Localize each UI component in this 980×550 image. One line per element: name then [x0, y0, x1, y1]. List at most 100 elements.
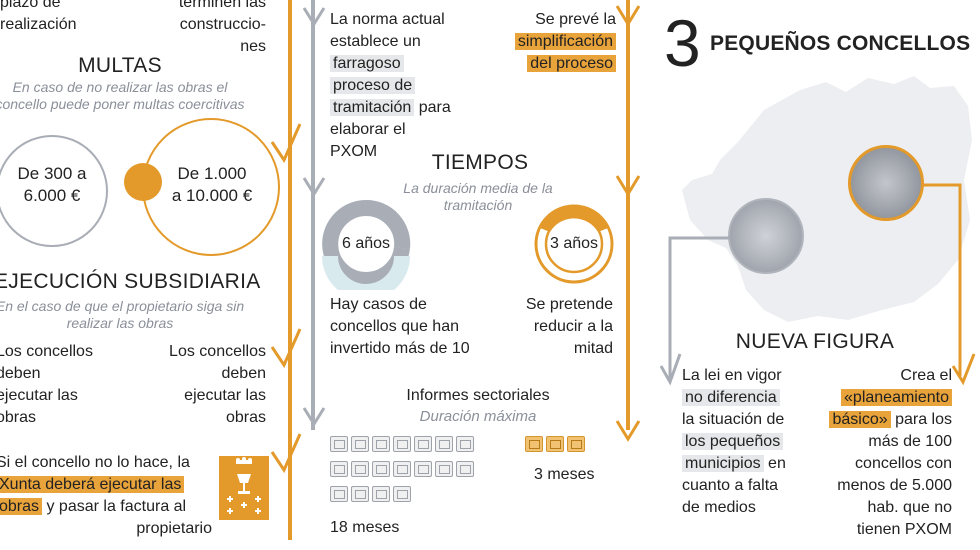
norma-line: elaborar el — [330, 121, 406, 138]
norma-highlight: farragoso — [330, 55, 404, 72]
donut-grey — [322, 199, 411, 290]
norma-highlight: proceso de — [330, 77, 416, 94]
ejecucion-title: EJECUCIÓN SUBSIDIARIA — [0, 270, 261, 293]
section-title: PEQUEÑOS CONCELLOS — [710, 32, 971, 55]
document-icon — [435, 436, 453, 452]
document-icon — [372, 461, 390, 477]
norma-actual-text: La norma actual establece un farragoso p… — [330, 9, 480, 163]
lei-highlight: municipios — [682, 455, 764, 472]
norma-line: para — [418, 99, 451, 116]
document-icon — [456, 461, 474, 477]
flow-line-grey-1 — [311, 0, 315, 430]
crea-line: menos de 5.000 — [837, 477, 952, 494]
arrow-check-icon — [951, 353, 976, 386]
document-icon — [456, 436, 474, 452]
norma-line: PXOM — [330, 143, 378, 160]
donut-orange-label: 3 años — [549, 235, 599, 252]
document-icon — [414, 436, 432, 452]
xunta-line1: Si el concello no lo hace, la — [0, 454, 190, 471]
map-marker-orange — [848, 145, 924, 221]
document-icon — [546, 436, 564, 452]
document-icon — [351, 461, 369, 477]
ejecucion-right-text: Los concellos deben ejecutar las obras — [169, 343, 266, 426]
arrow-check-icon — [659, 353, 682, 386]
document-icon — [393, 461, 411, 477]
flow-line-orange-1 — [288, 0, 292, 540]
crea-highlight: básico» — [829, 411, 891, 428]
donut-orange — [534, 204, 614, 284]
xunta-highlight-1: Xunta deberá ejecutar las — [0, 476, 185, 493]
chevron-down-icon — [302, 407, 326, 427]
multa-orange-label: De 1.000 a 10.000 € — [171, 164, 253, 205]
orange-docs-label: 3 meses — [534, 466, 595, 483]
orange-dot — [124, 163, 162, 201]
map-marker-grey — [728, 198, 804, 274]
crea-line: para los — [895, 411, 952, 428]
informes-title: Informes sectoriales — [406, 387, 550, 404]
grey-docs-grid — [330, 436, 490, 511]
informes-subtitle: Duración máxima — [419, 408, 537, 425]
arrow-check-icon — [270, 123, 302, 164]
xunta-text: Si el concello no lo hace, la Xunta debe… — [0, 452, 216, 518]
lei-line: cuanto a falta — [682, 477, 779, 494]
nueva-figura-title: NUEVA FIGURA — [735, 330, 895, 353]
lei-vigor-text: La lei en vigor no diferencia la situaci… — [682, 365, 822, 519]
grey-caption: Hay casos de concellos que han invertido… — [330, 296, 470, 357]
norma-line: establece un — [330, 33, 421, 50]
arrow-check-icon — [270, 433, 302, 474]
document-icon — [330, 461, 348, 477]
preve-highlight: del proceso — [527, 55, 616, 72]
document-icon — [414, 461, 432, 477]
document-icon — [393, 486, 411, 502]
connector-lines — [668, 183, 962, 380]
lei-line: de medios — [682, 499, 756, 516]
chevron-down-icon — [615, 175, 641, 197]
crea-highlight: «planeamiento — [841, 389, 952, 406]
ejecucion-left-text: Los concellos deben ejecutar las obras — [0, 343, 93, 426]
multas-subtitle: En caso de no realizar las obras el conc… — [0, 79, 245, 112]
crea-line: hab. que no — [867, 499, 952, 516]
lei-highlight: los pequeños — [682, 433, 784, 450]
document-icon — [525, 436, 543, 452]
crea-line: tienen PXOM — [856, 521, 952, 538]
document-icon — [567, 436, 585, 452]
crea-el-text: Crea el «planeamiento básico» para los m… — [808, 365, 952, 541]
multa-grey-label: De 300 a 6.000 € — [17, 164, 87, 205]
flow-line-orange-2 — [626, 0, 630, 430]
ejecucion-subtitle: En el caso de que el propietario siga si… — [0, 298, 245, 331]
xunta-highlight-2: obras — [0, 498, 43, 515]
construcciones-text: terminen las construccio- nes — [178, 0, 266, 55]
lei-highlight: no diferencia — [682, 389, 780, 406]
chevron-down-icon — [615, 420, 641, 442]
preve-line: Se prevé la — [535, 11, 616, 28]
se-preve-text: Se prevé la simplificación del proceso — [480, 9, 616, 75]
document-icon — [330, 486, 348, 502]
crea-line: más de 100 — [868, 433, 952, 450]
crea-line: Crea el — [900, 367, 952, 384]
document-icon — [351, 486, 369, 502]
tiempos-subtitle: La duración media de la tramitación — [403, 180, 553, 213]
arrow-check-icon — [270, 328, 302, 369]
section-number: 3 — [664, 6, 701, 80]
document-icon — [372, 486, 390, 502]
chevron-down-icon — [302, 177, 326, 197]
document-icon — [351, 436, 369, 452]
chevron-down-icon — [302, 7, 326, 27]
lei-line: la situación de — [682, 411, 785, 428]
plazo-text: plazo de realización — [0, 0, 77, 33]
preve-highlight: simplificación — [514, 33, 616, 50]
norma-highlight: tramitación — [330, 99, 415, 116]
norma-line: La norma actual — [330, 11, 445, 28]
xunta-line3: y pasar la factura al — [46, 498, 187, 515]
crea-line: concellos con — [855, 455, 952, 472]
lei-line: La lei en vigor — [682, 367, 782, 384]
grey-docs-label: 18 meses — [330, 519, 400, 536]
document-icon — [330, 436, 348, 452]
document-icon — [393, 436, 411, 452]
tiempos-title: TIEMPOS — [431, 151, 529, 174]
donut-grey-label: 6 años — [341, 235, 391, 252]
document-icon — [372, 436, 390, 452]
orange-caption: Se pretende reducir a la mitad — [525, 296, 613, 357]
document-icon — [435, 461, 453, 477]
multa-grey-circle — [0, 135, 108, 247]
